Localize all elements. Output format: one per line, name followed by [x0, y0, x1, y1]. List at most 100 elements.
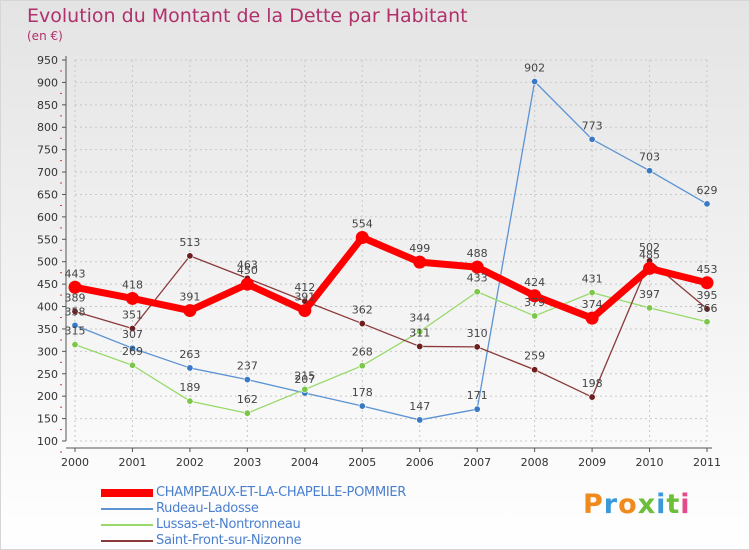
y-tick-label: 850: [37, 99, 58, 112]
series-line: [74, 255, 708, 398]
data-point: [358, 362, 366, 370]
data-point: [355, 231, 369, 245]
data-point: [125, 291, 139, 305]
series-group: [68, 78, 714, 424]
x-tick-label: 2005: [348, 456, 376, 469]
series-line: [74, 80, 708, 421]
x-tick-label: 2010: [636, 456, 664, 469]
data-label: 374: [582, 298, 603, 311]
data-label: 485: [639, 248, 660, 261]
data-point: [358, 320, 366, 328]
series-line: [71, 234, 711, 322]
data-label: 391: [179, 291, 200, 304]
y-tick-label: 950: [37, 54, 58, 67]
data-label: 629: [697, 184, 718, 197]
data-label: 147: [409, 400, 430, 413]
legend-swatch: [101, 508, 153, 510]
data-point: [528, 289, 542, 303]
data-point: [71, 341, 79, 349]
data-point: [416, 328, 424, 336]
data-label: 703: [639, 151, 660, 164]
data-point: [183, 304, 197, 318]
data-label: 259: [524, 350, 545, 363]
data-point: [646, 167, 654, 175]
logo-letter: i: [680, 489, 691, 520]
data-point: [588, 289, 596, 297]
data-label: 237: [237, 360, 258, 373]
x-tick-label: 2006: [406, 456, 434, 469]
data-label: 162: [237, 393, 258, 406]
data-label: 215: [294, 369, 315, 382]
data-label: 431: [582, 273, 603, 286]
data-point: [186, 397, 194, 405]
legend-swatch: [101, 489, 153, 497]
data-labels: 358 307 263 237 207 178 147 171 902 773 703 629 315 2…: [65, 62, 718, 413]
data-label: 315: [65, 325, 86, 338]
y-tick-label: 700: [37, 166, 58, 179]
data-label: 433: [467, 272, 488, 285]
data-label: 362: [352, 304, 373, 317]
data-label: 269: [122, 345, 143, 358]
y-tick-label: 600: [37, 211, 58, 224]
x-tick-label: 2008: [521, 456, 549, 469]
data-label: 513: [179, 236, 200, 249]
data-point: [128, 324, 136, 332]
data-point: [470, 260, 484, 274]
series-line: [74, 291, 708, 414]
data-label: 424: [524, 276, 545, 289]
data-point: [71, 321, 79, 329]
data-point: [531, 312, 539, 320]
y-tick-label: 650: [37, 188, 58, 201]
data-label: 366: [697, 302, 718, 315]
chart-subtitle: (en €): [27, 29, 63, 43]
data-point: [531, 78, 539, 86]
x-tick-label: 2004: [291, 456, 319, 469]
data-label: 488: [467, 247, 488, 260]
y-tick-label: 900: [37, 76, 58, 89]
y-tick-label: 250: [37, 368, 58, 381]
logo-letter: r: [603, 489, 619, 520]
proxiti-logo: Proxiti: [583, 489, 691, 520]
data-point: [531, 366, 539, 374]
x-tick-label: 2009: [578, 456, 606, 469]
series-saint-front-sur-nizonne: [71, 252, 711, 401]
x-tick-label: 2000: [61, 456, 89, 469]
y-tick-label: 300: [37, 345, 58, 358]
y-tick-label: 450: [37, 278, 58, 291]
data-label: 263: [179, 348, 200, 361]
data-label: 171: [467, 389, 488, 402]
data-label: 307: [122, 328, 143, 341]
data-label: 773: [582, 119, 603, 132]
data-point: [588, 393, 596, 401]
legend-swatch: [101, 524, 153, 526]
data-point: [128, 361, 136, 369]
logo-letter: P: [583, 489, 604, 520]
data-point: [416, 342, 424, 350]
data-point: [646, 304, 654, 312]
series-champeaux-et-la-chapelle-pommier: [68, 231, 714, 325]
data-point: [703, 305, 711, 313]
data-point: [240, 277, 254, 291]
data-point: [416, 416, 424, 424]
y-tick-label: 750: [37, 144, 58, 157]
data-point: [186, 252, 194, 260]
data-point: [71, 307, 79, 315]
data-label: 311: [409, 326, 430, 339]
data-label: 554: [352, 218, 373, 231]
data-label: 351: [122, 308, 143, 321]
data-point: [128, 344, 136, 352]
data-label: 344: [409, 312, 430, 325]
data-label: 412: [294, 281, 315, 294]
data-label: 178: [352, 386, 373, 399]
y-tick-label: 200: [37, 390, 58, 403]
data-point: [301, 385, 309, 393]
y-tick-label: 100: [37, 435, 58, 448]
legend-label: CHAMPEAUX-ET-LA-CHAPELLE-POMMIER: [156, 485, 407, 500]
chart-title: Evolution du Montant de la Dette par Hab…: [27, 5, 468, 27]
logo-letter: x: [637, 489, 657, 520]
data-label: 268: [352, 346, 373, 359]
data-point: [186, 364, 194, 372]
data-point: [243, 409, 251, 417]
data-point: [473, 343, 481, 351]
